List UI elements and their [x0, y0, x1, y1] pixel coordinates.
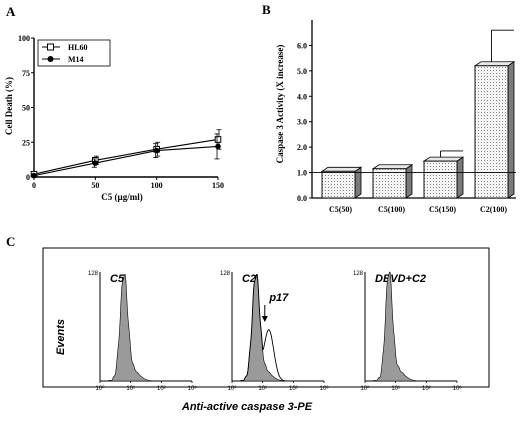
histogram-x-tick-label: 10⁰: [360, 385, 370, 392]
bar-c5150: [423, 160, 458, 199]
histogram-open-trace: [231, 273, 324, 382]
histogram-x-tick-label: 10¹: [126, 386, 135, 392]
panel-b-y-tick-label: 3.0: [297, 118, 307, 127]
panel-b-x-tick-label: C5(50): [329, 205, 352, 214]
histogram-c5: 128 10⁰ 10¹ 10² 10³ C5: [88, 271, 196, 392]
histogram-x-tick-label: 10³: [320, 386, 329, 392]
panel-a-y-tick-label: 50: [22, 104, 30, 113]
histogram-y-max-label: 128: [220, 271, 231, 277]
data-point-m14: [31, 172, 37, 179]
bar-top: [473, 61, 516, 67]
histogram-devd-c2: 128 10⁰ 10¹ 10² 10³ DEVD+C2: [353, 271, 461, 392]
series-line-hl60: [33, 138, 219, 175]
panel-label-c: C: [6, 234, 15, 249]
histogram-x-tick-label: 10²: [422, 386, 431, 392]
panel-b-y-tick-label: 2.0: [297, 143, 307, 152]
panel-a-x-tick-label: 50: [91, 181, 99, 190]
panel-a-y-tick-label: 75: [22, 69, 30, 78]
data-point-m14: [215, 143, 221, 150]
histogram-x-tick-label: 10²: [289, 386, 298, 392]
histogram-filled-control: [99, 273, 192, 382]
panel-a-line-chart: Cell Death (%) C5 (µg/ml) 0 25 50 75 100 0 50 1…: [4, 34, 224, 202]
panel-label-b: B: [262, 2, 271, 17]
histogram-filled-control: [364, 271, 457, 382]
panel-label-a: A: [6, 4, 16, 19]
data-point-m14: [92, 160, 99, 166]
panel-b-x-tick-label: C5(150): [429, 205, 456, 214]
panel-c-y-axis-label: Events: [55, 319, 67, 355]
data-point-m14: [153, 147, 160, 154]
histogram-title: C5: [110, 273, 125, 285]
histogram-x-tick-label: 10⁰: [227, 385, 237, 392]
legend-label-hl60: HL60: [68, 43, 88, 52]
histogram-x-tick-label: 10²: [157, 386, 166, 392]
legend-marker-hl60: [47, 43, 54, 51]
panel-c-frame: [42, 247, 490, 388]
panel-a-y-tick-label: 25: [22, 138, 30, 147]
histogram-y-max-label: 128: [88, 271, 99, 277]
bar-top: [320, 166, 363, 172]
bar-side: [354, 166, 362, 199]
histogram-title: DEVD+C2: [375, 273, 426, 285]
histogram-x-tick-label: 10⁰: [95, 385, 105, 392]
panel-c-x-axis-label: Anti-active caspase 3-PE: [181, 401, 313, 413]
panel-a-x-tick-label: 0: [32, 181, 36, 190]
panel-b-x-tick-label: C2(100): [480, 205, 507, 214]
data-point-hl60: [214, 136, 222, 143]
histogram-x-tick-label: 10³: [188, 386, 197, 392]
panel-a-x-tick-label: 150: [212, 181, 224, 190]
panel-b-y-tick-label: 4.0: [297, 92, 307, 101]
panel-a-y-tick-label: 100: [18, 34, 30, 43]
panel-a-y-tick-label: 0: [26, 173, 30, 182]
panel-c-flow-histograms: Events Anti-active caspase 3-PE 128 10⁰ 10…: [42, 247, 490, 413]
histogram-annotation: p17: [268, 292, 289, 304]
legend-marker-m14: [47, 56, 54, 62]
histogram-title: C2: [242, 273, 256, 285]
panel-b-y-axis-label: Caspase 3 Activity (X increase): [275, 45, 285, 164]
panel-b-y-tick-label: 5.0: [297, 67, 307, 76]
histogram-x-tick-label: 10¹: [258, 386, 267, 392]
histogram-filled-control: [231, 273, 324, 382]
bar-c5100: [372, 168, 407, 199]
legend-label-m14: M14: [68, 55, 84, 64]
bar-c2100: [474, 65, 509, 199]
histogram-x-tick-label: 10¹: [391, 386, 400, 392]
histogram-c2: 128 10⁰ 10¹ 10² 10³ C2 p17: [220, 271, 328, 392]
panel-b-y-tick-label: 6.0: [297, 41, 307, 50]
histogram-x-tick-label: 10³: [453, 386, 462, 392]
panel-a-legend: HL60 M14: [37, 39, 111, 67]
bar-side: [507, 61, 515, 199]
bar-top: [371, 164, 414, 170]
histogram-y-max-label: 128: [353, 271, 364, 277]
panel-a-y-axis-label: Cell Death (%): [4, 77, 14, 135]
bar-side: [405, 164, 413, 199]
panel-b-y-tick-label: 0.0: [297, 194, 307, 203]
panel-b-bar-chart: Caspase 3 Activity (X increase) 0.0 1.0 2.…: [275, 20, 516, 214]
panel-b-y-tick-label: 1.0: [297, 169, 307, 178]
series-line-m14: [33, 145, 219, 177]
panel-b-x-tick-label: C5(100): [378, 205, 405, 214]
panel-a-x-axis-label: C5 (µg/ml): [101, 192, 142, 202]
panel-a-x-tick-label: 100: [151, 181, 163, 190]
bar-side: [456, 156, 464, 199]
annotation-arrow-head: [261, 316, 268, 322]
bar-top: [422, 156, 465, 162]
bar-c550: [321, 170, 356, 199]
